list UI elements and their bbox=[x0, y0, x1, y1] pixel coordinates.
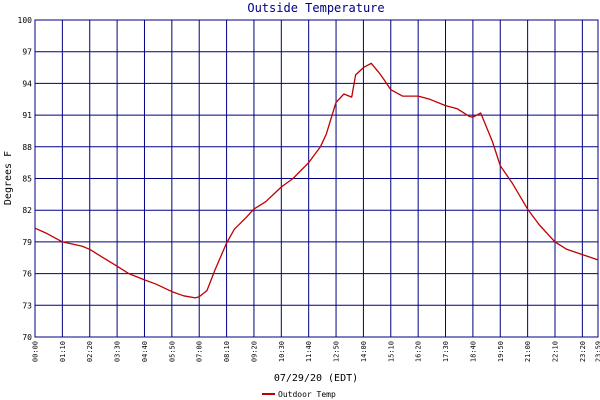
plot-frame bbox=[34, 19, 599, 338]
legend-label-outdoor-temp: Outdoor Temp bbox=[278, 390, 336, 399]
x-tick-label: 22:10 bbox=[551, 341, 559, 362]
x-tick-label: 09:20 bbox=[250, 341, 258, 362]
x-tick-label: 23:59 bbox=[595, 341, 600, 362]
legend: Outdoor Temp bbox=[262, 390, 336, 399]
y-tick-label: 85 bbox=[22, 175, 32, 184]
y-tick-label: 82 bbox=[22, 206, 32, 215]
x-tick-label: 04:40 bbox=[141, 341, 149, 362]
y-tick-label: 76 bbox=[22, 270, 32, 279]
y-tick-label: 70 bbox=[22, 333, 32, 342]
x-tick-label: 21:00 bbox=[524, 341, 532, 362]
y-tick-label: 88 bbox=[22, 143, 32, 152]
y-tick-label: 73 bbox=[22, 301, 32, 310]
y-axis-label: Degrees F bbox=[3, 151, 14, 205]
series-line-outdoor-temp bbox=[34, 62, 599, 299]
x-tick-label: 15:10 bbox=[387, 341, 395, 362]
x-tick-label: 05:50 bbox=[168, 341, 176, 362]
x-tick-labels: 00:00 01:10 02:20 03:30 04:40 05:50 07:00 08:10… bbox=[32, 341, 600, 362]
x-tick-label: 23:20 bbox=[579, 341, 587, 362]
x-tick-label: 10:30 bbox=[278, 341, 286, 362]
x-axis-label: 07/29/20 (EDT) bbox=[274, 373, 358, 384]
series-layer bbox=[34, 62, 599, 299]
y-tick-label: 100 bbox=[18, 16, 33, 25]
chart-title: Outside Temperature bbox=[247, 1, 384, 15]
x-tick-label: 18:40 bbox=[469, 341, 477, 362]
y-tick-labels: 70 73 76 79 82 85 88 91 94 97 100 bbox=[18, 16, 33, 342]
x-tick-label: 11:40 bbox=[305, 341, 313, 362]
x-tick-label: 00:00 bbox=[32, 341, 40, 362]
x-tick-label: 16:20 bbox=[415, 341, 423, 362]
x-tick-label: 12:50 bbox=[333, 341, 341, 362]
y-tick-label: 97 bbox=[22, 48, 32, 57]
x-tick-label: 17:30 bbox=[442, 341, 450, 362]
x-tick-label: 08:10 bbox=[223, 341, 231, 362]
y-tick-label: 94 bbox=[22, 79, 32, 88]
x-tick-label: 02:20 bbox=[86, 341, 94, 362]
x-tick-label: 07:00 bbox=[196, 341, 204, 362]
x-tick-label: 01:10 bbox=[59, 341, 67, 362]
x-tick-label: 14:00 bbox=[360, 341, 368, 362]
x-tick-label: 03:30 bbox=[114, 341, 122, 362]
x-tick-label: 19:50 bbox=[497, 341, 505, 362]
y-tick-label: 79 bbox=[22, 238, 32, 247]
y-tick-label: 91 bbox=[22, 111, 32, 120]
